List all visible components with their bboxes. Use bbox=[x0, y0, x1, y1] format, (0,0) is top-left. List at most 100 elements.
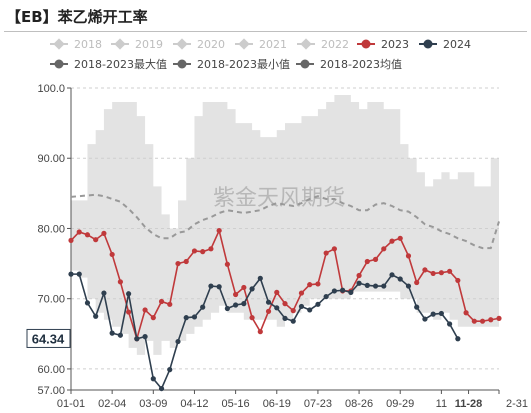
data-point bbox=[76, 271, 82, 277]
data-point bbox=[315, 301, 321, 307]
data-point bbox=[340, 287, 346, 293]
data-point bbox=[257, 329, 263, 335]
y-tick-label: 57.00 bbox=[37, 385, 65, 397]
data-point bbox=[233, 291, 239, 298]
data-point bbox=[150, 376, 156, 382]
data-point bbox=[282, 315, 288, 321]
data-point bbox=[200, 249, 206, 255]
data-point bbox=[175, 338, 181, 345]
y-tick-label: 90.00 bbox=[37, 153, 65, 165]
data-point bbox=[315, 281, 321, 287]
data-point bbox=[216, 284, 222, 290]
data-point bbox=[389, 238, 395, 244]
data-point bbox=[167, 367, 173, 373]
title-divider bbox=[4, 31, 527, 32]
data-point bbox=[414, 279, 420, 286]
data-point bbox=[175, 260, 181, 267]
legend-marker bbox=[423, 39, 433, 49]
chart-title: 【EB】苯乙烯开工率 bbox=[6, 8, 148, 26]
data-point bbox=[101, 290, 107, 296]
data-point bbox=[158, 385, 165, 392]
x-tick-label: 08-26 bbox=[345, 398, 373, 410]
x-tick-label-highlight: 11-28 bbox=[455, 398, 483, 410]
data-point bbox=[167, 301, 173, 307]
data-point bbox=[307, 282, 313, 288]
legend-marker bbox=[114, 38, 126, 50]
legend-label: 2023 bbox=[381, 38, 409, 51]
data-point bbox=[76, 229, 82, 235]
data-point bbox=[455, 277, 461, 284]
data-point bbox=[356, 280, 362, 286]
legend-item: 2018-2023均值 bbox=[296, 58, 402, 71]
data-point bbox=[117, 332, 123, 338]
data-point bbox=[331, 246, 337, 252]
value-callout-label: 64.34 bbox=[32, 331, 65, 346]
data-point bbox=[93, 237, 99, 243]
y-tick-label: 70.00 bbox=[37, 294, 65, 306]
data-point bbox=[208, 283, 214, 289]
mean-line bbox=[70, 193, 500, 250]
data-point bbox=[126, 309, 132, 315]
data-point bbox=[290, 308, 296, 314]
legend-item: 2023 bbox=[357, 38, 409, 51]
data-point bbox=[84, 232, 91, 238]
data-point bbox=[438, 310, 444, 317]
data-point bbox=[381, 283, 387, 289]
legend-marker bbox=[238, 38, 250, 50]
data-point bbox=[183, 258, 189, 265]
data-point bbox=[323, 250, 329, 256]
data-point bbox=[233, 302, 239, 308]
x-tick-label: 09-29 bbox=[386, 398, 414, 410]
data-point bbox=[68, 237, 74, 244]
data-point bbox=[224, 261, 230, 267]
data-point bbox=[422, 316, 428, 322]
x-tick-label: 11 bbox=[436, 398, 447, 410]
value-callout-box bbox=[26, 328, 71, 348]
data-point bbox=[364, 258, 370, 265]
data-point bbox=[356, 272, 362, 279]
legend-item: 2018 bbox=[50, 38, 102, 51]
data-point bbox=[331, 288, 337, 294]
legend-label: 2024 bbox=[443, 38, 471, 51]
data-point bbox=[455, 336, 461, 342]
series-2023 bbox=[68, 227, 502, 342]
legend-item: 2022 bbox=[297, 38, 349, 51]
legend-marker bbox=[54, 59, 64, 69]
legend-marker bbox=[300, 38, 312, 50]
data-point bbox=[109, 251, 115, 258]
legend-item: 2024 bbox=[419, 38, 471, 51]
data-point bbox=[101, 230, 107, 236]
data-point bbox=[372, 283, 379, 289]
y-tick-label: 80.00 bbox=[37, 223, 65, 235]
data-point bbox=[389, 272, 395, 278]
data-point bbox=[109, 330, 115, 336]
series-2024 bbox=[68, 271, 461, 392]
data-point bbox=[364, 282, 370, 288]
x-tick-label: 04-12 bbox=[180, 398, 208, 410]
data-point bbox=[117, 279, 123, 285]
data-point bbox=[447, 268, 453, 274]
legend-label: 2018 bbox=[74, 38, 102, 51]
legend-item: 2020 bbox=[173, 38, 225, 51]
legend-marker bbox=[361, 39, 371, 49]
data-point bbox=[298, 303, 305, 310]
data-point bbox=[265, 308, 272, 314]
data-point bbox=[257, 275, 263, 281]
data-point bbox=[307, 307, 313, 313]
data-point bbox=[126, 291, 132, 297]
x-tick-label: 05-16 bbox=[222, 398, 250, 410]
legend-label: 2020 bbox=[197, 38, 225, 51]
data-point bbox=[323, 293, 329, 300]
data-point bbox=[479, 318, 486, 324]
y-tick-label: 60.00 bbox=[37, 364, 65, 376]
x-tick-label: 03-09 bbox=[139, 398, 167, 410]
legend-label: 2021 bbox=[259, 38, 287, 51]
data-point bbox=[183, 315, 189, 321]
data-point bbox=[430, 311, 436, 317]
x-tick-label: 06-19 bbox=[263, 398, 291, 410]
data-point bbox=[397, 276, 403, 282]
data-point bbox=[191, 314, 198, 320]
data-point bbox=[422, 267, 428, 273]
data-point bbox=[249, 286, 255, 292]
data-point bbox=[290, 318, 296, 324]
